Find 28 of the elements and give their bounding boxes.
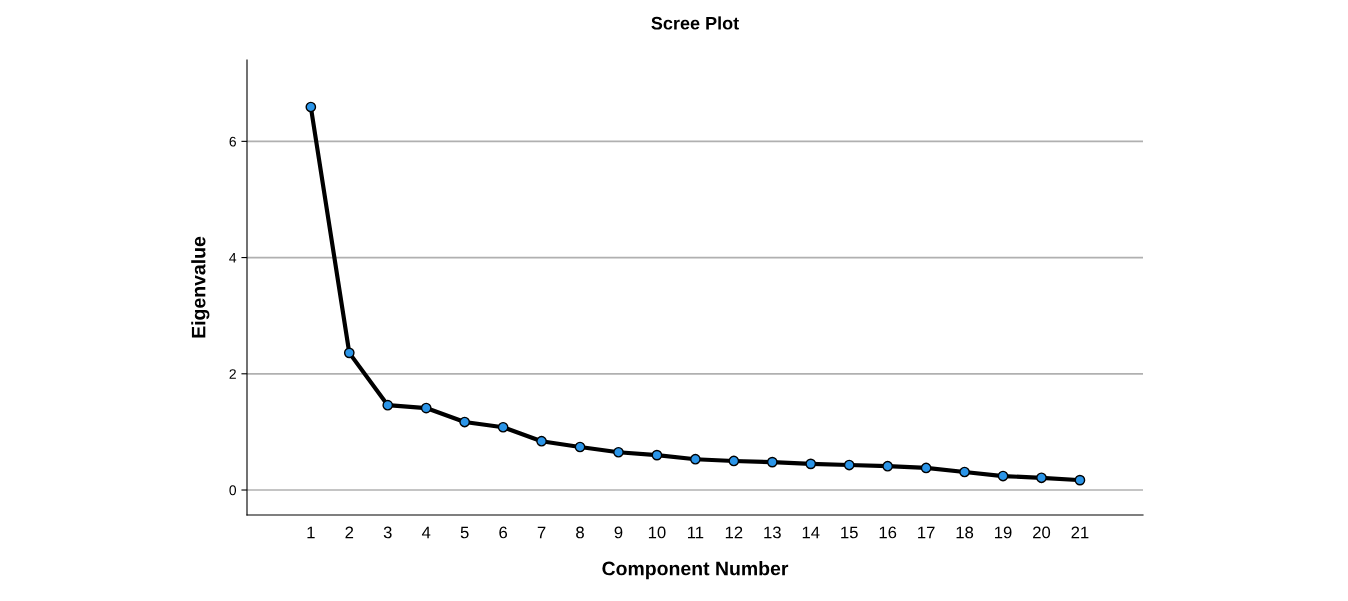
x-tick-label: 5: [460, 526, 469, 539]
x-tick-label: 12: [725, 526, 743, 539]
x-tick-label: 13: [764, 526, 781, 539]
y-axis-title: Eigenvalue: [191, 236, 210, 338]
x-tick-label: 21: [1071, 526, 1089, 539]
x-tick-label: 17: [918, 526, 935, 539]
x-tick-label: 11: [688, 526, 704, 539]
y-tick-label: 4: [229, 253, 237, 263]
x-tick-label: 14: [802, 526, 820, 539]
x-tick-label: 4: [421, 526, 431, 539]
x-tick-label: 1: [307, 526, 315, 539]
x-tick-label: 3: [383, 526, 392, 539]
x-tick-label: 16: [879, 526, 897, 539]
y-tick-label: 2: [229, 369, 236, 379]
x-tick-label: 8: [576, 526, 584, 539]
x-tick-label: 7: [537, 526, 546, 539]
x-tick-label: 15: [841, 526, 858, 539]
y-tick-label: 6: [229, 136, 236, 147]
y-tick-label: 0: [229, 485, 237, 496]
x-tick-label: 2: [345, 526, 354, 539]
chart-title: Scree Plot: [651, 16, 739, 30]
x-tick-label: 18: [956, 526, 974, 539]
x-tick-label: 9: [614, 526, 623, 539]
x-tick-label: 6: [499, 526, 508, 539]
x-tick-label: 20: [1033, 526, 1051, 539]
x-tick-label: 19: [995, 526, 1012, 539]
x-tick-label: 10: [648, 526, 666, 539]
x-axis-title: Component Number: [602, 561, 789, 580]
